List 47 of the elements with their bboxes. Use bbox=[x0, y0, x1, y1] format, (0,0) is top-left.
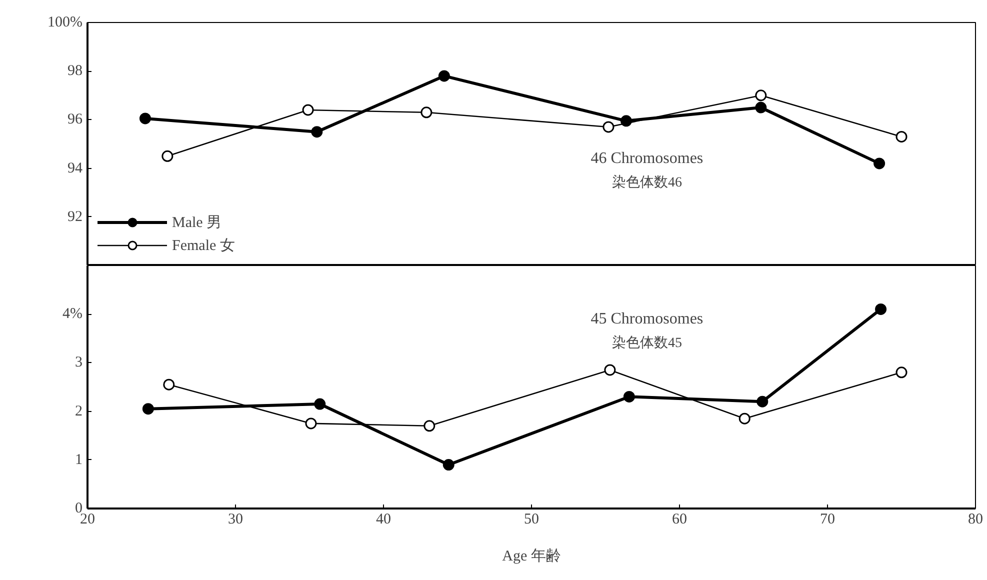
y-tick-label: 2 bbox=[75, 403, 82, 420]
legend-label: Female 女 bbox=[172, 236, 235, 254]
point bbox=[162, 150, 174, 162]
point bbox=[602, 121, 614, 133]
point bbox=[139, 112, 151, 124]
point bbox=[604, 364, 616, 376]
point bbox=[142, 403, 154, 415]
y-tick-label: 3 bbox=[75, 354, 82, 371]
legend-label: Male 男 bbox=[172, 214, 222, 232]
y-tick-label: 4% bbox=[62, 306, 83, 322]
y-tick-label: 98 bbox=[68, 63, 82, 80]
point bbox=[756, 396, 768, 408]
y-tick-label: 1 bbox=[75, 452, 82, 468]
y-tick-label: 92 bbox=[68, 208, 82, 225]
point bbox=[755, 102, 767, 114]
x-axis-title: Age 年齢 bbox=[502, 548, 561, 564]
annotation: 染色体数46 bbox=[612, 174, 682, 190]
point bbox=[420, 106, 432, 118]
point bbox=[896, 366, 908, 378]
y-tick-label: 100% bbox=[48, 14, 83, 30]
point bbox=[738, 412, 750, 424]
x-tick-label: 30 bbox=[228, 512, 243, 528]
point bbox=[438, 70, 450, 82]
x-tick-label: 70 bbox=[820, 512, 835, 528]
x-tick-label: 50 bbox=[524, 512, 539, 528]
point bbox=[623, 390, 635, 402]
point bbox=[424, 420, 436, 432]
point bbox=[755, 90, 767, 102]
x-tick-label: 80 bbox=[968, 512, 983, 528]
y-tick-label: 0 bbox=[75, 500, 82, 516]
point bbox=[314, 398, 326, 410]
point bbox=[305, 418, 317, 430]
point bbox=[442, 459, 454, 470]
annotation: 45 Chromosomes bbox=[590, 310, 704, 328]
point bbox=[163, 378, 175, 390]
point bbox=[302, 104, 314, 116]
y-tick-label: 94 bbox=[68, 160, 83, 176]
annotation: 46 Chromosomes bbox=[590, 150, 704, 168]
point bbox=[875, 304, 887, 315]
x-tick-label: 40 bbox=[376, 512, 391, 528]
x-tick-label: 60 bbox=[672, 512, 687, 528]
point bbox=[311, 126, 323, 138]
point bbox=[874, 158, 886, 170]
point bbox=[896, 130, 908, 142]
y-tick-label: 96 bbox=[68, 112, 83, 128]
x-tick-label: 20 bbox=[80, 512, 95, 528]
annotation: 染色体数45 bbox=[612, 334, 682, 351]
